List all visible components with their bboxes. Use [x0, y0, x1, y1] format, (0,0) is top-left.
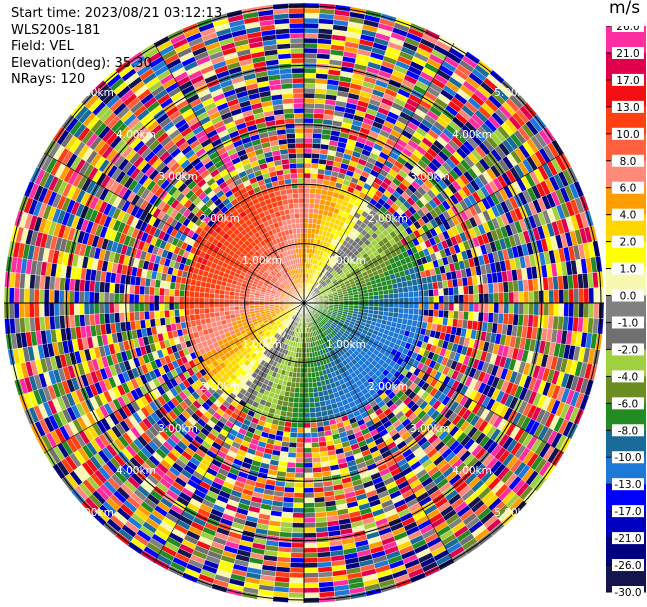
range-label-5km: 5.00km [494, 87, 534, 99]
colorbar-tick-label: 10.0 [616, 129, 639, 141]
range-rings [4, 3, 604, 603]
colorbar-tick-label: 1.0 [620, 264, 637, 276]
azimuth-spoke [303, 43, 455, 304]
colorbar-tick-label: 13.0 [616, 102, 639, 114]
colorbar-unit: m/s [609, 0, 641, 18]
range-label-1km: 1.00km [242, 339, 282, 351]
colorbar-tick-label: -26.0 [614, 560, 641, 572]
info-panel: Start time: 2023/08/21 03:12:13 WLS200s-… [11, 6, 222, 89]
field-label: Field: VEL [11, 39, 74, 54]
azimuth-spoke [153, 43, 305, 304]
range-label-5km: 5.00km [74, 507, 114, 519]
range-label-3km: 3.00km [410, 171, 450, 183]
azimuth-spoke [303, 302, 455, 563]
range-label-1km: 1.00km [326, 339, 366, 351]
ppi-gates [3, 2, 605, 604]
colorbar-tick-label: -2.0 [618, 344, 639, 356]
azimuth-spoke [303, 302, 564, 454]
range-ring-labels: 1.00km 1.00km 1.00km 1.00km 2.00km 2.00km 2.00… [74, 87, 534, 519]
colorbar-tick-label: 17.0 [616, 75, 639, 87]
range-label-1km: 1.00km [242, 255, 282, 267]
colorbar-tick-label: 8.0 [620, 156, 637, 168]
start-time-label: Start time: 2023/08/21 03:12:13 [11, 6, 223, 21]
range-label-3km: 3.00km [158, 423, 198, 435]
range-label-2km: 2.00km [368, 381, 408, 393]
nrays-label: NRays: 120 [11, 72, 86, 87]
range-label-4km: 4.00km [116, 465, 156, 477]
range-label-4km: 4.00km [116, 129, 156, 141]
range-label-3km: 3.00km [158, 171, 198, 183]
range-label-1km: 1.00km [326, 255, 366, 267]
colorbar-tick-label: 2.0 [620, 237, 637, 249]
colorbar: 26.0 21.0 17.0 13.0 10.0 8.0 6.0 4.0 2.0 1.0 0.0 -1… [606, 26, 646, 596]
azimuth-spoke [44, 302, 305, 454]
colorbar-tick-label: -10.0 [614, 452, 641, 464]
colorbar-tick-label: -1.0 [618, 317, 639, 329]
azimuth-spoke [44, 152, 305, 304]
colorbar-tick-label: 6.0 [620, 183, 637, 195]
azimuth-spoke [303, 152, 564, 304]
colorbar-tick-label: -6.0 [618, 398, 639, 410]
colorbar-tick-label: -13.0 [614, 479, 641, 491]
colorbar-tick-label: -8.0 [618, 425, 639, 437]
range-label-3km: 3.00km [410, 423, 450, 435]
range-label-2km: 2.00km [368, 213, 408, 225]
range-label-4km: 4.00km [452, 465, 492, 477]
colorbar-tick-label: 21.0 [616, 48, 639, 60]
range-label-2km: 2.00km [200, 381, 240, 393]
colorbar-tick-label: 0.0 [620, 291, 637, 303]
range-label-2km: 2.00km [200, 213, 240, 225]
instrument-label: WLS200s-181 [11, 22, 101, 38]
colorbar-tick-label: -21.0 [614, 533, 641, 545]
colorbar-tick-label: -17.0 [614, 506, 641, 518]
colorbar-tick-label: 26.0 [616, 26, 639, 33]
range-label-5km: 5.00km [74, 87, 114, 99]
range-label-5km: 5.00km [494, 507, 534, 519]
elevation-label: Elevation(deg): 35.30 [11, 55, 152, 71]
range-label-4km: 4.00km [452, 129, 492, 141]
colorbar-tick-label: -30.0 [614, 587, 641, 596]
azimuth-spoke [153, 302, 305, 563]
colorbar-tick-label: -4.0 [618, 371, 639, 383]
colorbar-tick-label: 4.0 [620, 210, 637, 222]
